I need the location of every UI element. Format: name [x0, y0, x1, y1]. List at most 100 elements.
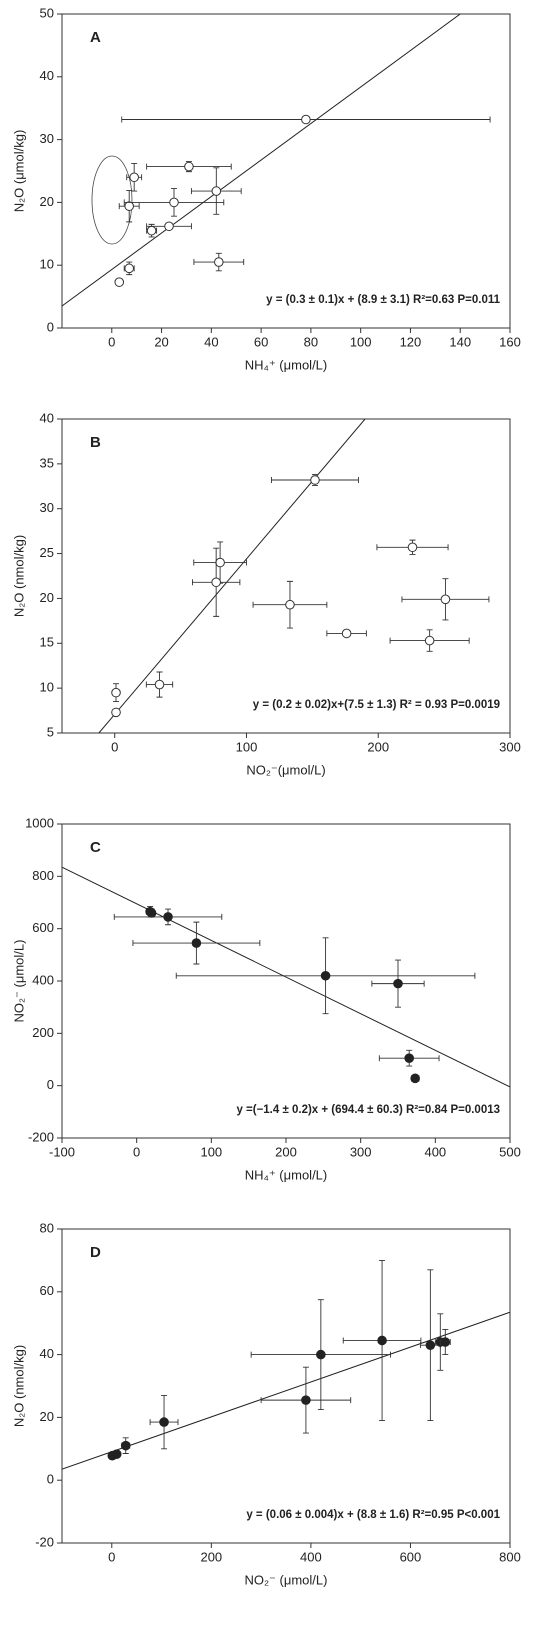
y-tick-label: 10 — [40, 680, 54, 695]
point — [164, 221, 174, 232]
x-tick-label: 500 — [499, 1144, 521, 1159]
y-tick-label: 35 — [40, 455, 54, 470]
trend-line — [62, 1311, 510, 1470]
point — [407, 542, 418, 553]
point — [440, 594, 451, 605]
x-tick-label: 100 — [350, 334, 372, 349]
y-tick-label: 40 — [40, 68, 54, 83]
y-tick-label: 30 — [40, 500, 54, 515]
point — [111, 707, 121, 718]
point — [440, 1337, 451, 1347]
y-tick-label: -200 — [28, 1129, 54, 1144]
y-tick-label: 0 — [47, 319, 54, 334]
point — [341, 628, 352, 639]
x-tick-label: 20 — [154, 334, 168, 349]
x-tick-label: 60 — [254, 334, 268, 349]
point — [169, 197, 179, 208]
point — [120, 1440, 131, 1451]
point — [320, 970, 331, 981]
y-tick-label: 800 — [32, 868, 54, 883]
point — [214, 257, 224, 267]
y-tick-label: -20 — [35, 1534, 54, 1549]
y-tick-label: 10 — [40, 257, 54, 272]
error-bars — [145, 671, 174, 698]
x-tick-label: 0 — [108, 334, 115, 349]
point — [425, 1340, 436, 1350]
x-tick-label: 800 — [499, 1549, 521, 1564]
y-tick-label: 200 — [32, 1025, 54, 1040]
point — [301, 114, 311, 125]
x-tick-label: 0 — [108, 1549, 115, 1564]
y-tick-label: 60 — [40, 1283, 54, 1298]
x-tick-label: 200 — [367, 739, 389, 754]
y-axis-label: N₂O (μmol/kg) — [11, 130, 26, 213]
x-tick-label: 400 — [300, 1549, 322, 1564]
x-axis-label: NO₂⁻ (μmol/L) — [245, 1572, 328, 1587]
equation: y =(−1.4 ± 0.2)x + (694.4 ± 60.3) R²=0.8… — [236, 1104, 500, 1116]
x-tick-label: 140 — [449, 334, 471, 349]
trend-line — [98, 419, 366, 733]
y-tick-label: 0 — [47, 1077, 54, 1092]
point — [163, 912, 173, 922]
y-tick-label: 50 — [40, 5, 54, 20]
x-axis-label: NH₄⁺ (μmol/L) — [245, 357, 328, 372]
x-tick-label: 120 — [400, 334, 422, 349]
x-tick-label: 300 — [499, 739, 521, 754]
equation: y = (0.2 ± 0.02)x+(7.5 ± 1.3) R² = 0.93 … — [253, 699, 500, 711]
point — [124, 263, 134, 274]
y-tick-label: 1000 — [25, 815, 54, 830]
y-axis-label: N₂O (nmol/kg) — [11, 1345, 26, 1427]
y-tick-label: 0 — [47, 1472, 54, 1487]
y-tick-label: 5 — [47, 724, 54, 739]
panel-label: D — [90, 1244, 101, 1261]
point — [310, 475, 320, 485]
point — [111, 687, 121, 698]
x-tick-label: 200 — [200, 1549, 222, 1564]
x-tick-label: 600 — [400, 1549, 422, 1564]
y-tick-label: 80 — [40, 1220, 54, 1235]
point — [146, 908, 157, 918]
point — [215, 557, 225, 568]
y-tick-label: 40 — [40, 1346, 54, 1361]
panel-label: C — [90, 839, 101, 856]
point — [114, 277, 125, 287]
point — [404, 1053, 415, 1063]
x-tick-label: 0 — [111, 739, 118, 754]
plot-frame — [61, 13, 511, 329]
y-tick-label: 30 — [40, 131, 54, 146]
plot-frame — [61, 418, 511, 734]
equation: y = (0.06 ± 0.004)x + (8.8 ± 1.6) R²=0.9… — [246, 1509, 500, 1521]
point — [129, 172, 139, 183]
point — [146, 225, 157, 236]
error-bars — [190, 167, 242, 215]
x-tick-label: 40 — [204, 334, 218, 349]
plot-frame — [61, 823, 511, 1139]
x-tick-label: 80 — [304, 334, 318, 349]
x-tick-label: 160 — [499, 334, 521, 349]
x-tick-label: -100 — [49, 1144, 75, 1159]
x-axis-label: NH₄⁺ (μmol/L) — [245, 1167, 328, 1182]
point — [377, 1335, 387, 1346]
point — [191, 938, 202, 948]
x-tick-label: 400 — [424, 1144, 446, 1159]
y-axis-label: NO₂⁻ (μmol/L) — [11, 940, 26, 1023]
equation: y = (0.3 ± 0.1)x + (8.9 ± 3.1) R²=0.63 P… — [266, 294, 500, 306]
point — [159, 1417, 169, 1427]
x-tick-label: 0 — [133, 1144, 140, 1159]
plot-frame — [61, 1228, 511, 1544]
point — [184, 161, 194, 172]
trend-line — [62, 14, 461, 307]
panel-label: B — [90, 434, 101, 451]
x-tick-label: 200 — [275, 1144, 297, 1159]
y-axis-label: N₂O (nmol/kg) — [11, 535, 26, 617]
point — [211, 577, 221, 588]
point — [393, 978, 403, 989]
x-tick-label: 100 — [200, 1144, 222, 1159]
y-tick-label: 20 — [40, 590, 54, 605]
error-bars — [175, 937, 476, 1015]
point — [211, 186, 222, 196]
y-tick-label: 20 — [40, 1409, 54, 1424]
y-tick-label: 25 — [40, 545, 54, 560]
point — [301, 1395, 311, 1405]
